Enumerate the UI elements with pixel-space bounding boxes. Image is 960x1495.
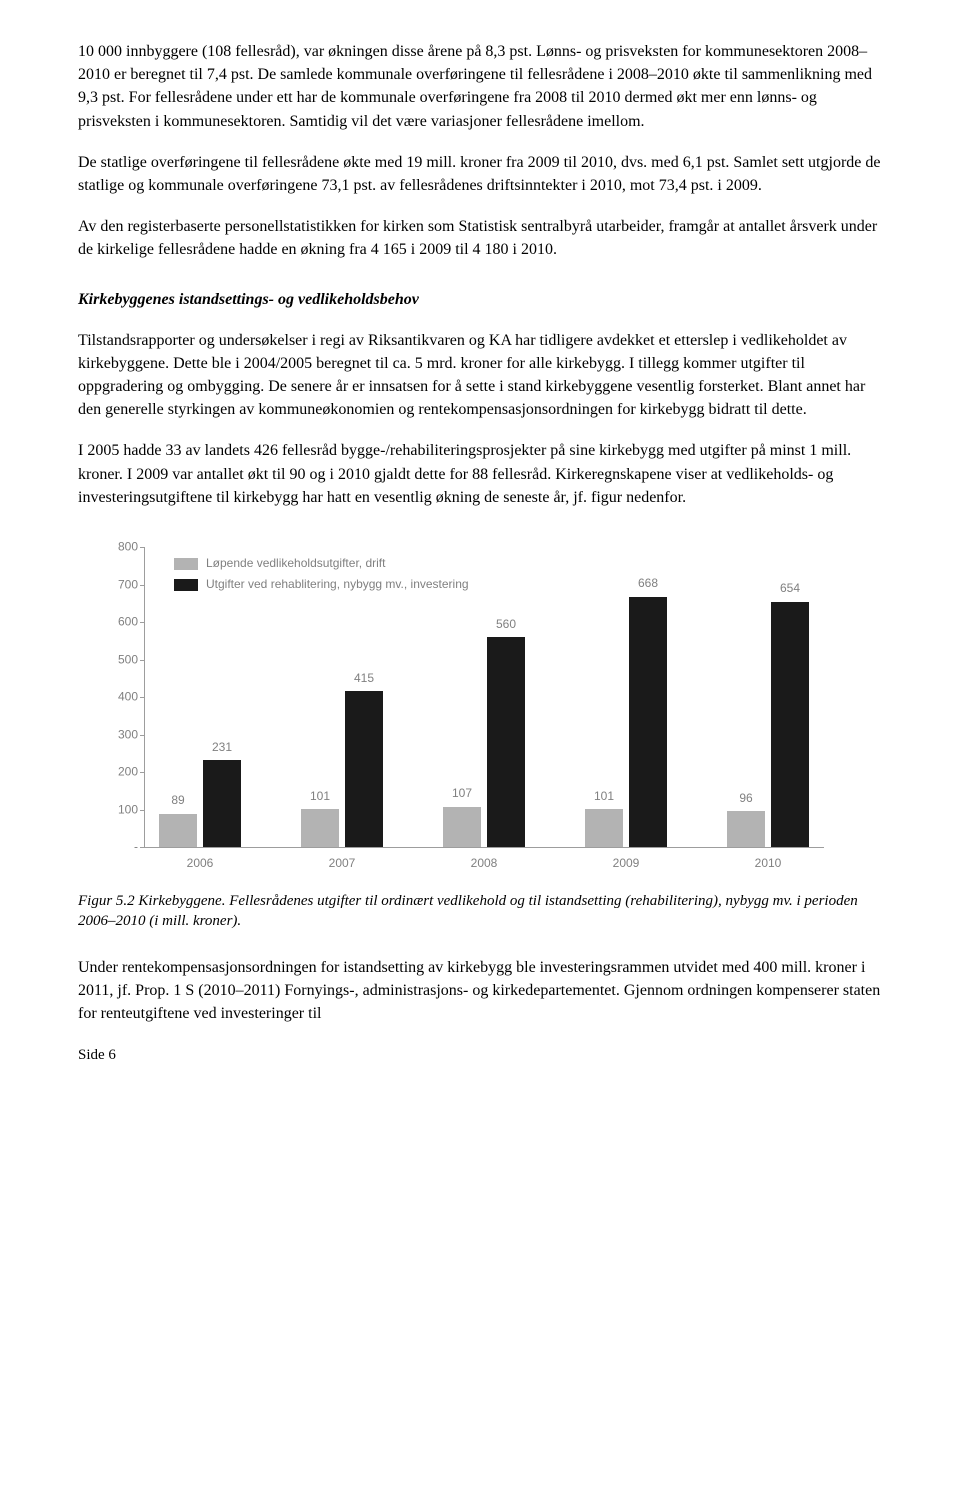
legend-label: Utgifter ved rehablitering, nybygg mv., … [206, 576, 469, 593]
y-tick-mark [140, 847, 144, 848]
y-tick-label: 400 [88, 688, 138, 705]
paragraph: Under rentekompensasjonsordningen for is… [78, 956, 882, 1026]
y-tick-mark [140, 697, 144, 698]
x-tick-label: 2009 [613, 855, 640, 872]
paragraph: Tilstandsrapporter og undersøkelser i re… [78, 329, 882, 422]
bar [443, 807, 481, 847]
bar-value-label: 89 [171, 792, 184, 809]
bar [585, 809, 623, 847]
x-tick-label: 2007 [329, 855, 356, 872]
bar [159, 814, 197, 847]
page-number: Side 6 [78, 1045, 882, 1067]
y-tick-label: 700 [88, 576, 138, 593]
y-tick-mark [140, 660, 144, 661]
bar [771, 602, 809, 847]
bar [203, 760, 241, 847]
x-tick-label: 2006 [187, 855, 214, 872]
legend-item: Utgifter ved rehablitering, nybygg mv., … [174, 576, 469, 593]
bar-value-label: 560 [496, 616, 516, 633]
chart-legend: Løpende vedlikeholdsutgifter, drift Utgi… [174, 555, 469, 598]
figure-caption: Figur 5.2 Kirkebyggene. Fellesrådenes ut… [78, 891, 882, 932]
bar [345, 691, 383, 847]
legend-swatch [174, 558, 198, 570]
bar-value-label: 231 [212, 739, 232, 756]
paragraph: I 2005 hadde 33 av landets 426 fellesråd… [78, 439, 882, 509]
y-tick-mark [140, 735, 144, 736]
bar-chart: Løpende vedlikeholdsutgifter, drift Utgi… [88, 537, 838, 877]
x-tick-label: 2010 [755, 855, 782, 872]
y-tick-label: 500 [88, 651, 138, 668]
y-tick-label: 200 [88, 763, 138, 780]
section-subheading: Kirkebyggenes istandsettings- og vedlike… [78, 288, 882, 311]
y-tick-mark [140, 622, 144, 623]
y-tick-mark [140, 810, 144, 811]
document-page: 10 000 innbyggere (108 fellesråd), var ø… [0, 0, 960, 1495]
plot-area: Løpende vedlikeholdsutgifter, drift Utgi… [144, 547, 824, 847]
figure-container: Løpende vedlikeholdsutgifter, drift Utgi… [78, 537, 882, 877]
paragraph: De statlige overføringene til fellesråde… [78, 151, 882, 197]
bar [487, 637, 525, 847]
legend-item: Løpende vedlikeholdsutgifter, drift [174, 555, 469, 572]
bar-value-label: 101 [310, 788, 330, 805]
y-tick-mark [140, 772, 144, 773]
bar-value-label: 101 [594, 788, 614, 805]
y-tick-label: 300 [88, 726, 138, 743]
y-tick-label: 100 [88, 801, 138, 818]
y-tick-mark [140, 547, 144, 548]
bar-value-label: 96 [739, 790, 752, 807]
bar [727, 811, 765, 847]
y-tick-label: - [88, 838, 138, 855]
paragraph: 10 000 innbyggere (108 fellesråd), var ø… [78, 40, 882, 133]
y-tick-label: 800 [88, 538, 138, 555]
bar-value-label: 654 [780, 580, 800, 597]
bar [301, 809, 339, 847]
bar-value-label: 107 [452, 785, 472, 802]
y-tick-mark [140, 585, 144, 586]
x-tick-label: 2008 [471, 855, 498, 872]
bar-value-label: 668 [638, 575, 658, 592]
x-axis-line [144, 847, 824, 848]
legend-label: Løpende vedlikeholdsutgifter, drift [206, 555, 385, 572]
paragraph: Av den registerbaserte personellstatisti… [78, 215, 882, 261]
bar-value-label: 415 [354, 670, 374, 687]
bar [629, 597, 667, 848]
legend-swatch [174, 579, 198, 591]
y-tick-label: 600 [88, 613, 138, 630]
